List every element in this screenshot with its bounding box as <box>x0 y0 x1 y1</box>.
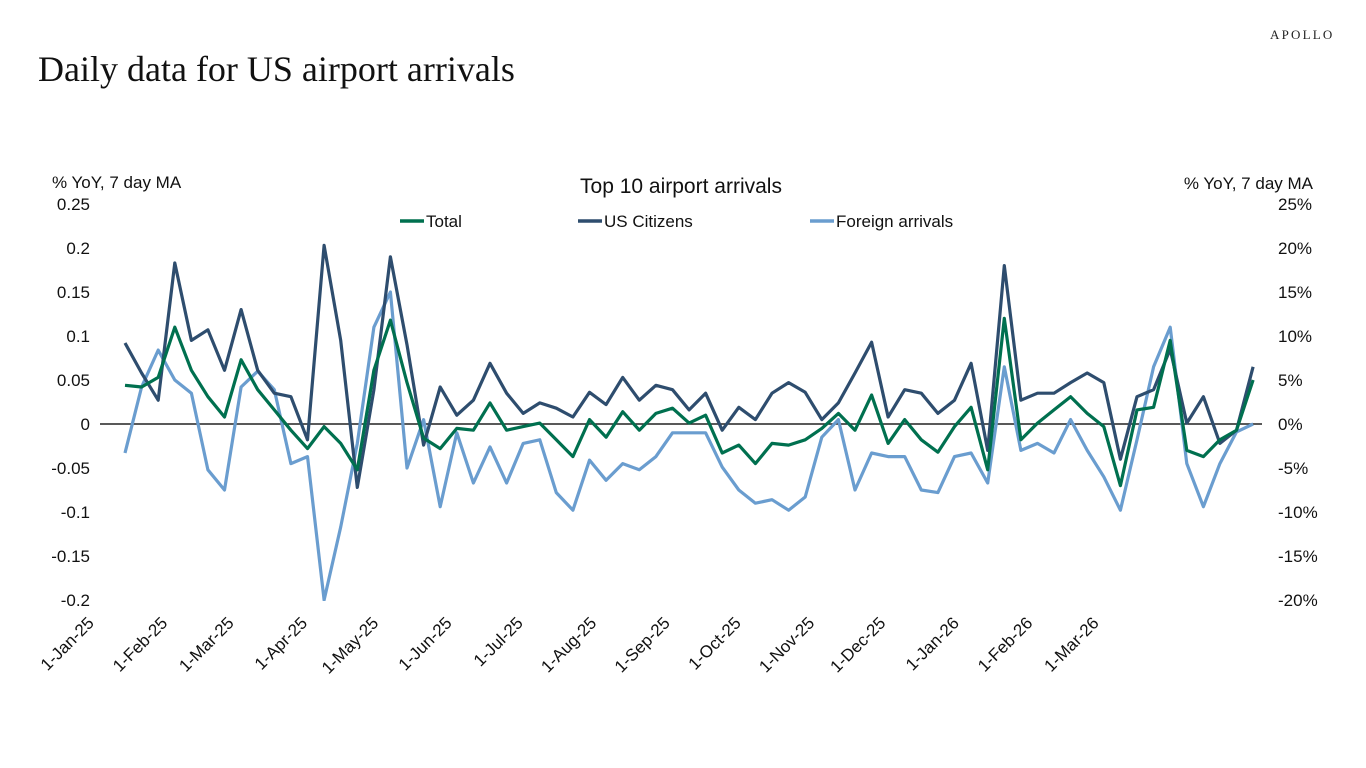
y-tick-label-right: -10% <box>1278 503 1318 522</box>
y-axis-ticks: 0.25 25% 0.2 20% 0.15 15% 0.1 10% 0.05 5% 0 0% -0.05… <box>51 195 1317 610</box>
x-tick-label: 1-May-25 <box>318 613 382 677</box>
legend-label: Total <box>426 212 462 231</box>
page-title: Daily data for US airport arrivals <box>38 49 515 89</box>
x-tick-label: 1-Apr-25 <box>251 613 311 673</box>
y-tick-label-left: 0.2 <box>66 239 90 258</box>
y-tick-label-right: 5% <box>1278 371 1303 390</box>
y-tick-label-right: 25% <box>1278 195 1312 214</box>
x-tick-label: 1-Mar-26 <box>1041 613 1103 675</box>
apollo-logo: APOLLO <box>1270 27 1335 42</box>
series-line-us-citizens <box>123 243 1255 489</box>
x-tick-label: 1-Aug-25 <box>537 613 600 676</box>
y-tick-label-left: 0.25 <box>57 195 90 214</box>
chart-title: Top 10 airport arrivals <box>580 175 782 198</box>
x-tick-label: 1-Feb-25 <box>109 613 171 675</box>
right-axis-title: % YoY, 7 day MA <box>1184 174 1314 193</box>
x-tick-label: 1-Nov-25 <box>755 613 818 676</box>
legend-label: Foreign arrivals <box>836 212 953 231</box>
y-tick-label-right: 20% <box>1278 239 1312 258</box>
series-line-total <box>124 316 1255 488</box>
x-tick-label: 1-Jun-25 <box>395 613 456 674</box>
legend-label: US Citizens <box>604 212 693 231</box>
series-lines <box>123 243 1255 601</box>
y-tick-label-left: -0.15 <box>51 547 90 566</box>
x-tick-label: 1-Dec-25 <box>827 613 890 676</box>
legend: Total US Citizens Foreign arrivals <box>400 212 953 231</box>
y-tick-label-left: 0 <box>81 415 90 434</box>
y-tick-label-left: 0.1 <box>66 327 90 346</box>
x-tick-label: 1-Jul-25 <box>470 613 527 670</box>
x-axis-ticks: 1-Jan-25 1-Feb-25 1-Mar-25 1-Apr-25 1-May-25… <box>37 613 1103 677</box>
series-line-foreign-arrivals <box>123 290 1254 601</box>
x-tick-label: 1-Jan-25 <box>37 613 98 674</box>
y-tick-label-left: -0.1 <box>61 503 90 522</box>
x-tick-label: 1-Feb-26 <box>974 613 1036 675</box>
y-tick-label-right: -15% <box>1278 547 1318 566</box>
left-axis-title: % YoY, 7 day MA <box>52 173 182 192</box>
x-tick-label: 1-Sep-25 <box>611 613 674 676</box>
y-tick-label-right: 15% <box>1278 283 1312 302</box>
y-tick-label-left: 0.05 <box>57 371 90 390</box>
y-tick-label-right: 0% <box>1278 415 1303 434</box>
y-tick-label-right: 10% <box>1278 327 1312 346</box>
x-tick-label: 1-Oct-25 <box>685 613 745 673</box>
y-tick-label-left: 0.15 <box>57 283 90 302</box>
x-tick-label: 1-Jan-26 <box>902 613 963 674</box>
y-tick-label-right: -20% <box>1278 591 1318 610</box>
y-tick-label-right: -5% <box>1278 459 1308 478</box>
x-tick-label: 1-Mar-25 <box>175 613 237 675</box>
y-tick-label-left: -0.05 <box>51 459 90 478</box>
y-tick-label-left: -0.2 <box>61 591 90 610</box>
